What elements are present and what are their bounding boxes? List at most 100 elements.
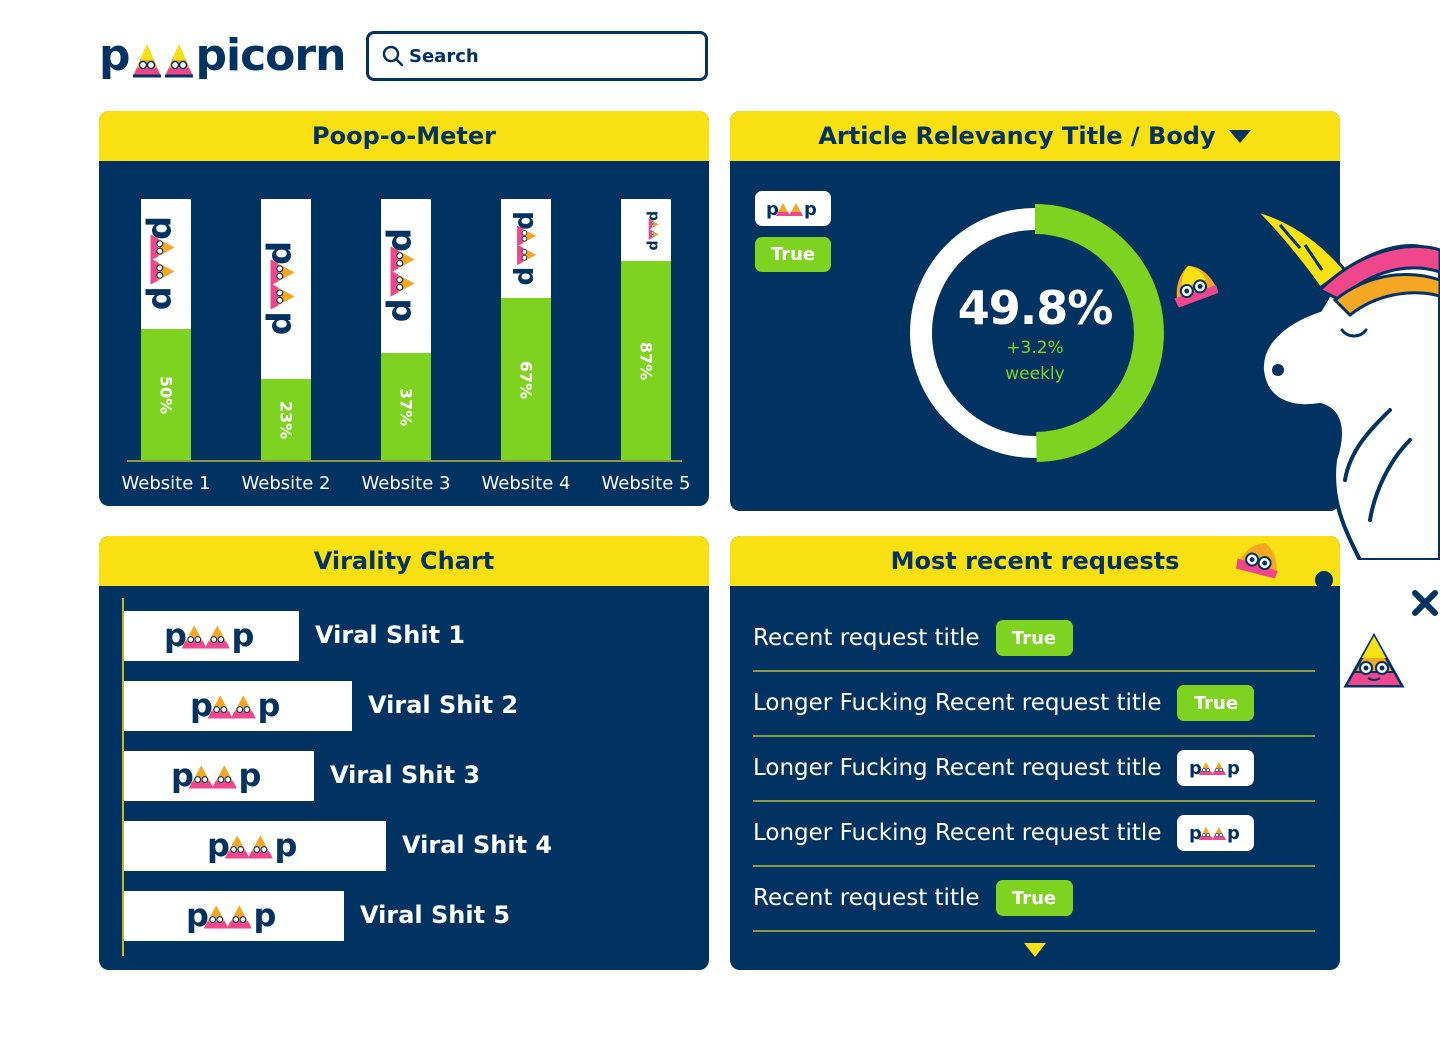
meter-bar: p p 37% bbox=[381, 199, 431, 461]
meter-bar-fill: 67% bbox=[501, 298, 551, 461]
svg-text:p: p bbox=[275, 828, 298, 864]
virality-title-text: Virality Chart bbox=[313, 547, 495, 575]
search-box[interactable] bbox=[366, 31, 708, 81]
request-true-badge: True bbox=[995, 880, 1073, 916]
svg-text:p: p bbox=[231, 618, 254, 654]
meter-category-label: Website 4 bbox=[481, 473, 571, 494]
request-title: Longer Fucking Recent request title bbox=[753, 690, 1162, 716]
meter-bar-fill: 23% bbox=[261, 379, 311, 461]
request-row[interactable]: Recent request title True bbox=[753, 606, 1315, 672]
poop-badge: p p bbox=[755, 191, 831, 226]
meter-bar-poop-logo: p p bbox=[141, 216, 183, 316]
logo-letter-p: p bbox=[99, 30, 130, 81]
svg-text:p: p bbox=[1227, 823, 1240, 843]
request-title: Recent request title bbox=[753, 885, 980, 911]
virality-bar-label: Viral Shit 4 bbox=[402, 831, 553, 859]
request-row[interactable]: Longer Fucking Recent request title True bbox=[753, 671, 1315, 737]
request-title: Longer Fucking Recent request title bbox=[753, 755, 1162, 781]
svg-text:p: p bbox=[1189, 823, 1202, 843]
relevancy-period: weekly bbox=[1005, 364, 1065, 384]
svg-text:p: p bbox=[254, 898, 277, 934]
virality-bar-label: Viral Shit 5 bbox=[360, 901, 511, 929]
request-title: Recent request title bbox=[753, 625, 980, 651]
poop-wordmark-icon: p p bbox=[1189, 823, 1240, 843]
virality-bar: p p bbox=[124, 751, 314, 801]
svg-text:p: p bbox=[1189, 758, 1202, 778]
true-badge: True bbox=[755, 237, 831, 272]
request-true-badge: True bbox=[1177, 685, 1255, 721]
virality-bar: p p bbox=[124, 821, 386, 871]
meter-bar: p p 50% bbox=[141, 199, 191, 461]
svg-text:p: p bbox=[186, 898, 209, 934]
svg-text:p: p bbox=[190, 688, 213, 724]
request-true-badge: True bbox=[995, 620, 1073, 656]
svg-text:p: p bbox=[646, 241, 661, 251]
meter-bar-value-label: 37% bbox=[396, 387, 416, 427]
svg-text:p: p bbox=[171, 758, 194, 794]
virality-title: Virality Chart bbox=[99, 536, 709, 586]
request-poop-badge: p p bbox=[1177, 750, 1255, 786]
logo-poop-icons bbox=[131, 40, 195, 80]
poop-wordmark-icon: p p bbox=[207, 828, 298, 864]
poop-wordmark-icon: p p bbox=[171, 758, 262, 794]
logo-word-picorn: picorn bbox=[195, 30, 347, 81]
svg-text:p: p bbox=[145, 286, 182, 310]
request-row[interactable]: Longer Fucking Recent request title p p bbox=[753, 736, 1315, 802]
poop-emoji-pair-icon bbox=[132, 44, 193, 78]
request-poop-badge: p p bbox=[1177, 815, 1255, 851]
virality-bar: p p bbox=[124, 891, 344, 941]
poop-emoji-icon bbox=[1343, 632, 1405, 688]
virality-bar-label: Viral Shit 3 bbox=[330, 761, 481, 789]
requests-title-text: Most recent requests bbox=[890, 547, 1180, 575]
request-title: Longer Fucking Recent request title bbox=[753, 820, 1162, 846]
relevancy-delta: +3.2% bbox=[1006, 338, 1064, 358]
relevancy-value: 49.8% bbox=[957, 281, 1114, 335]
unicorn-illustration bbox=[1250, 207, 1440, 560]
svg-text:p: p bbox=[513, 267, 542, 286]
caret-down-icon[interactable] bbox=[1228, 128, 1252, 144]
svg-text:p: p bbox=[766, 199, 779, 219]
virality-bar: p p bbox=[124, 681, 352, 731]
virality-panel: Virality Chart p p Viral Shit 1 p p Vira… bbox=[99, 536, 709, 970]
relevancy-donut-chart bbox=[910, 204, 1164, 462]
request-row[interactable]: Recent request title True bbox=[753, 866, 1315, 932]
poopicorn-logo[interactable]: p picorn bbox=[99, 28, 347, 84]
svg-text:p: p bbox=[385, 228, 422, 252]
poop-o-meter-panel: Poop-o-Meter p p 50% p p 23% p p 37% p p… bbox=[99, 111, 709, 506]
poop-wordmark-icon: p p bbox=[264, 241, 303, 335]
svg-text:p: p bbox=[239, 758, 262, 794]
poop-wordmark-icon: p p bbox=[144, 216, 183, 310]
cross-decoration bbox=[1412, 590, 1438, 616]
request-row[interactable]: Longer Fucking Recent request title p p bbox=[753, 801, 1315, 867]
meter-bar-poop-logo: p p bbox=[509, 211, 542, 290]
meter-bar: p p 67% bbox=[501, 199, 551, 461]
relevancy-header[interactable]: Article Relevancy Title / Body bbox=[730, 111, 1340, 161]
meter-bar-fill: 50% bbox=[141, 329, 191, 461]
svg-text:p: p bbox=[145, 216, 182, 240]
poop-emoji-icon bbox=[1236, 543, 1278, 579]
meter-category-label: Website 5 bbox=[601, 473, 691, 494]
meter-bar-value-label: 87% bbox=[636, 341, 656, 381]
svg-text:p: p bbox=[265, 311, 302, 335]
virality-axis bbox=[122, 598, 124, 956]
meter-bar-poop-logo: p p bbox=[381, 228, 423, 328]
meter-bar-fill: 87% bbox=[621, 261, 671, 461]
poop-o-meter-title-text: Poop-o-Meter bbox=[312, 122, 496, 150]
scroll-down-caret-icon[interactable] bbox=[1023, 942, 1047, 958]
poop-wordmark-icon: p p bbox=[190, 688, 280, 724]
chart-baseline bbox=[127, 460, 682, 462]
meter-bar-poop-logo: p p bbox=[642, 211, 662, 253]
requests-panel: Most recent requests Recent request titl… bbox=[730, 536, 1340, 970]
svg-text:p: p bbox=[385, 298, 422, 322]
poop-wordmark-icon: p p bbox=[766, 199, 817, 219]
svg-text:p: p bbox=[265, 241, 302, 265]
poop-wordmark-icon: p p bbox=[384, 228, 423, 322]
meter-category-label: Website 2 bbox=[241, 473, 331, 494]
donut-center: 49.8% +3.2% weekly bbox=[935, 281, 1135, 387]
virality-bar: p p bbox=[124, 611, 299, 661]
svg-text:p: p bbox=[164, 618, 187, 654]
svg-text:p: p bbox=[804, 199, 817, 219]
meter-bar: p p 87% bbox=[621, 199, 671, 461]
svg-text:p: p bbox=[1227, 758, 1240, 778]
search-input[interactable] bbox=[409, 45, 689, 67]
